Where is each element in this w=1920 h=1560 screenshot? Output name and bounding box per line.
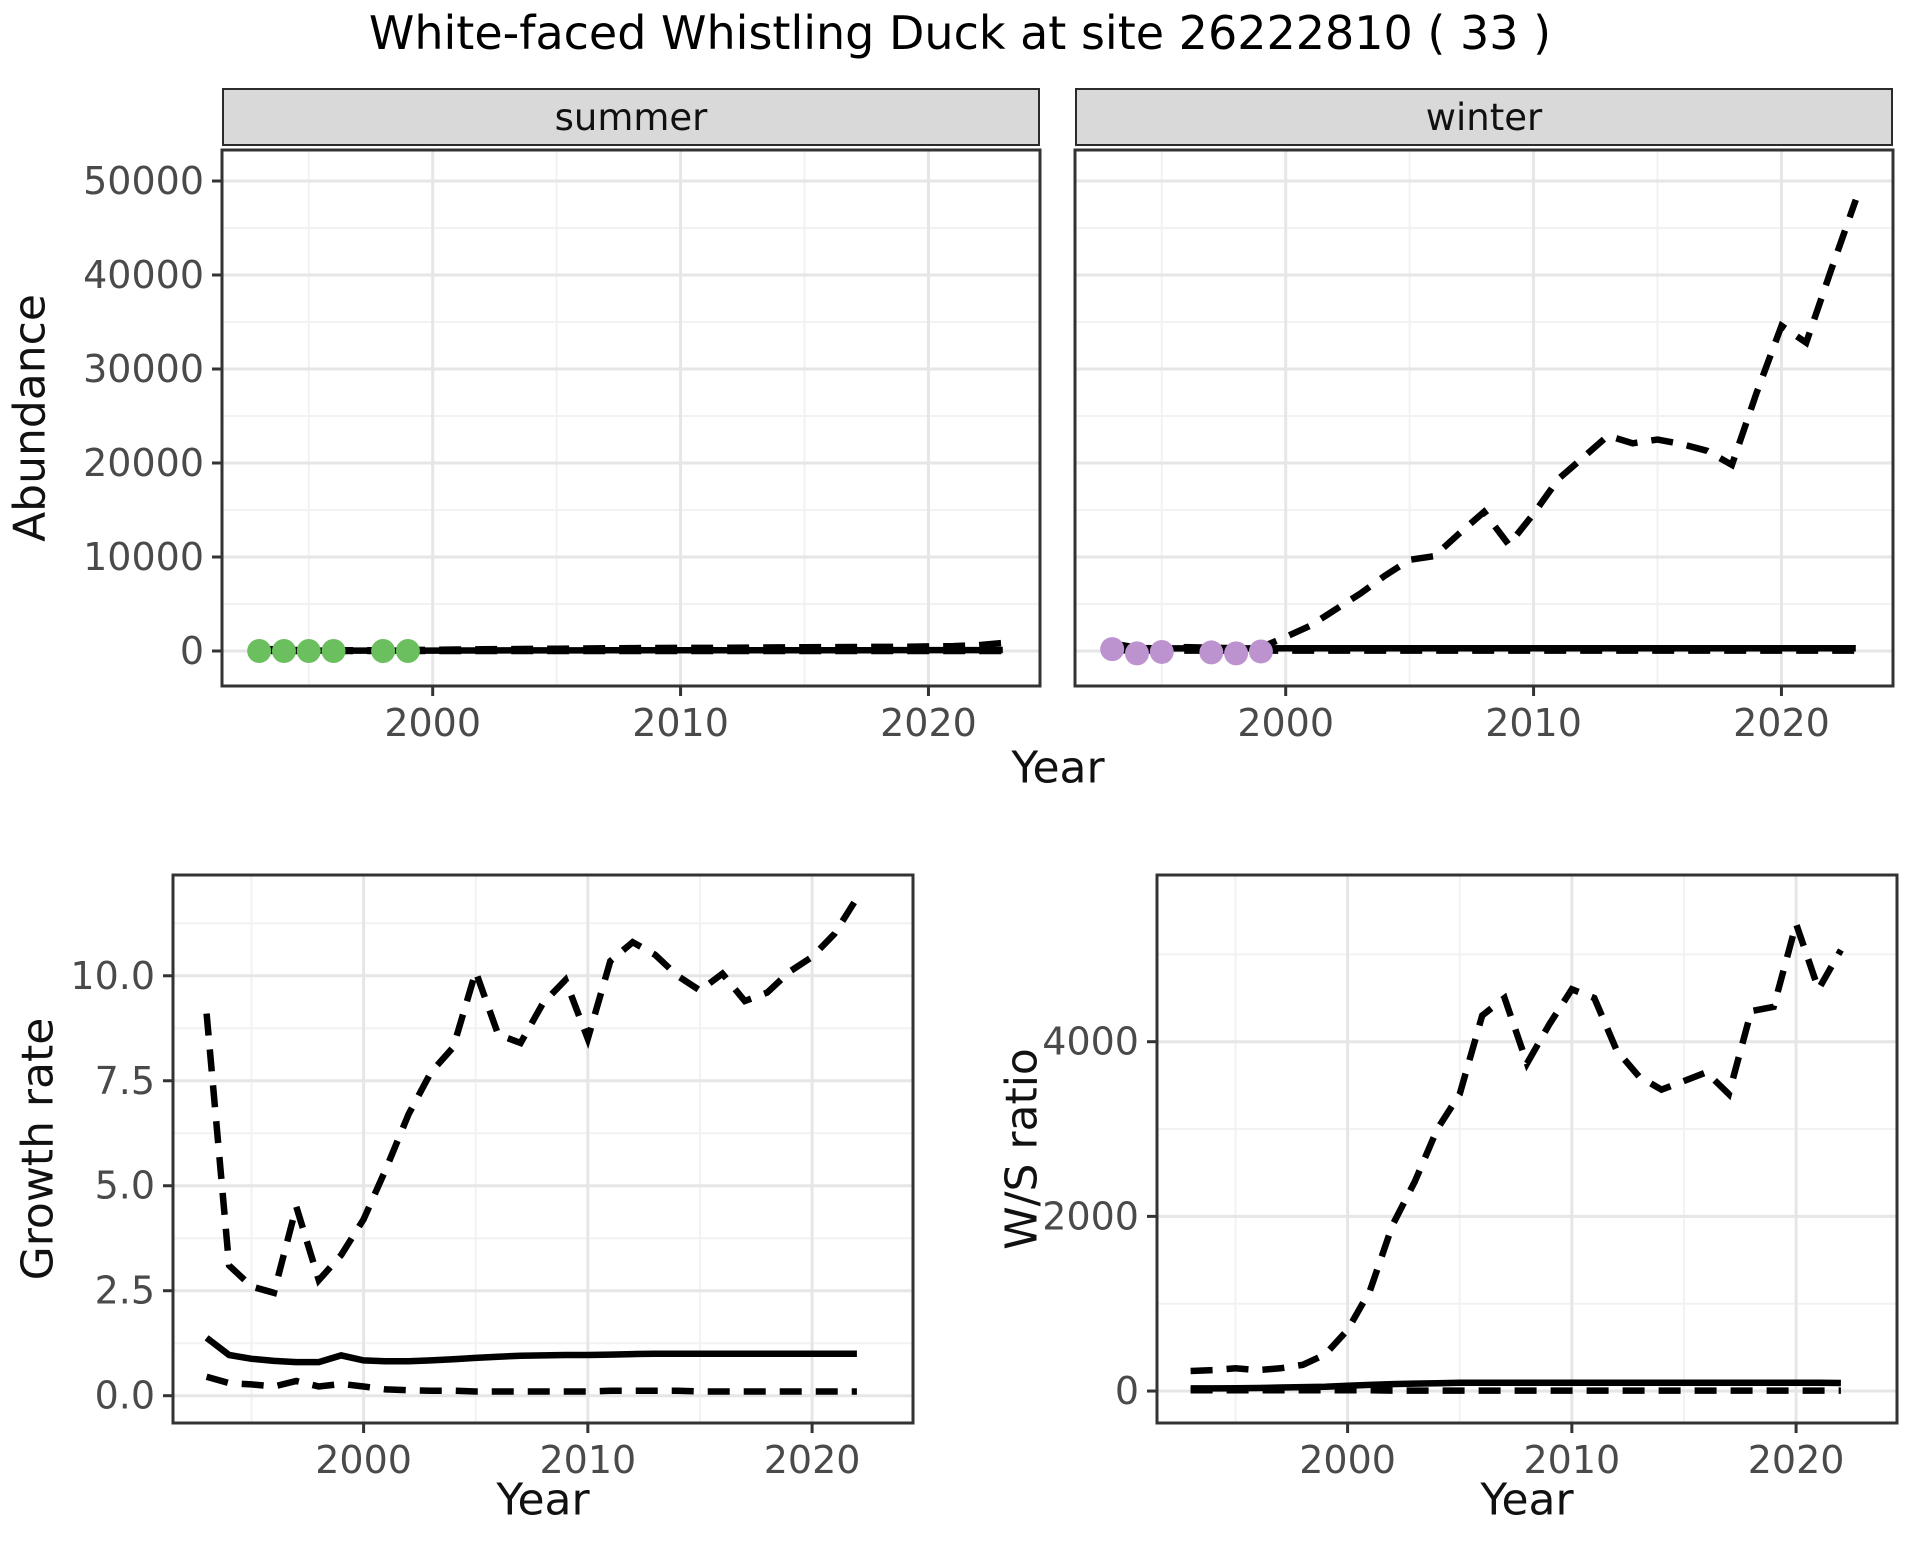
ws-axis-title: W/S ratio (996, 1048, 1048, 1250)
panel-background (1157, 875, 1897, 1423)
observed-count-dot (371, 639, 396, 664)
facet-strip-winter: winter (1075, 88, 1893, 146)
x-tick-label: 2000 (384, 701, 481, 745)
panel-border (171, 873, 915, 1425)
panel-border (1155, 873, 1899, 1425)
series-upper_95ci (203, 896, 860, 1297)
x-tick-label: 2020 (880, 701, 977, 745)
y-tick-label: 0.0 (95, 1374, 155, 1418)
facet-strip-summer-label: summer (554, 95, 708, 139)
panel-growth-rate: 2000 2010 2020 0.0 2.5 5.0 7.5 10.0 (70, 873, 915, 1482)
figure-title: White-faced Whistling Duck at site 26222… (368, 6, 1552, 60)
y-tick-label: 5.0 (95, 1164, 155, 1208)
facet-strip-summer: summer (222, 88, 1040, 146)
x-tick-label: 2000 (1237, 701, 1334, 745)
x-tick-label: 2010 (1523, 1438, 1620, 1482)
y-tick-label: 50000 (83, 159, 204, 203)
y-tick-label: 7.5 (95, 1059, 155, 1103)
x-tick-label: 2020 (1748, 1438, 1845, 1482)
growth-year-axis-title: Year (496, 1474, 590, 1526)
panel-ws-ratio: 2000 2010 2020 0 2000 4000 (1042, 873, 1899, 1482)
panel-summer-abundance: 2000 2010 2020 0 10000 20000 30000 40000 50000 (83, 148, 1042, 745)
x-tick-label: 2010 (632, 701, 729, 745)
top-year-axis-title: Year (1011, 742, 1105, 794)
facet-strip-winter-label: winter (1425, 95, 1543, 139)
y-tick-label: 40000 (83, 253, 204, 297)
y-tick-label: 2000 (1042, 1194, 1139, 1238)
x-tick-label: 2000 (1299, 1438, 1396, 1482)
y-tick-label: 30000 (83, 347, 204, 391)
series-lower_95ci (205, 1373, 857, 1395)
observed-count-dot (1248, 639, 1273, 664)
panel-background (173, 875, 913, 1423)
observed-count-dot (296, 639, 321, 664)
panel-background (222, 150, 1040, 686)
observed-count-dot (1199, 640, 1224, 665)
y-tick-label: 10.0 (70, 954, 155, 998)
panel-winter-abundance: 2000 2010 2020 (1073, 148, 1895, 745)
y-tick-label: 4000 (1042, 1020, 1139, 1064)
observed-count-dot (1100, 637, 1125, 662)
observed-count-dot (395, 639, 420, 664)
ws-year-axis-title: Year (1480, 1474, 1574, 1526)
x-tick-label: 2020 (1733, 701, 1830, 745)
series-median (1190, 1379, 1841, 1392)
y-tick-label: 0 (1115, 1369, 1139, 1413)
abundance-axis-title: Abundance (4, 294, 56, 542)
observed-count-dot (1124, 641, 1149, 666)
y-tick-label: 20000 (83, 441, 204, 485)
x-tick-label: 2000 (315, 1438, 412, 1482)
panel-background (1075, 150, 1893, 686)
observed-count-dot (1149, 639, 1174, 664)
observed-count-dot (1224, 641, 1249, 666)
growth-axis-title: Growth rate (12, 1017, 64, 1281)
x-tick-label: 2020 (764, 1438, 861, 1482)
x-tick-label: 2010 (539, 1438, 636, 1482)
observed-count-dot (247, 639, 272, 664)
series-median (204, 1335, 857, 1366)
panel-border (220, 148, 1042, 688)
y-tick-label: 2.5 (95, 1269, 155, 1313)
y-tick-label: 0 (180, 629, 204, 673)
y-tick-label: 10000 (83, 535, 204, 579)
panel-border (1073, 148, 1895, 688)
observed-count-dot (271, 639, 296, 664)
x-tick-label: 2010 (1485, 701, 1582, 745)
observed-count-dot (321, 639, 346, 664)
series-upper_95ci (1190, 912, 1844, 1375)
